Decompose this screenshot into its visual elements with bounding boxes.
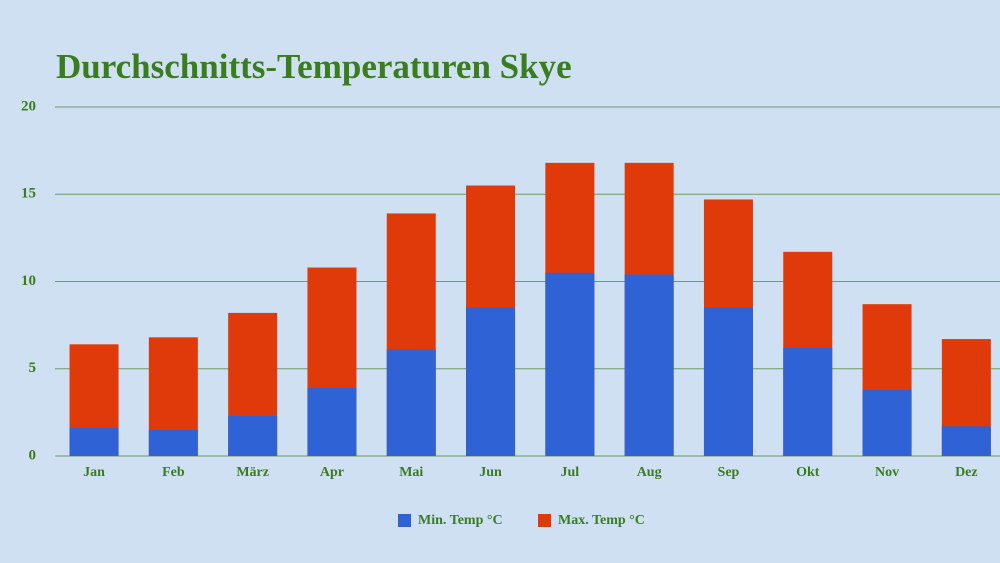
x-tick-label: Feb — [162, 465, 185, 480]
y-tick-label: 0 — [29, 447, 37, 463]
x-tick-label: Apr — [320, 465, 344, 480]
y-tick-label: 20 — [21, 98, 36, 114]
bar — [783, 347, 833, 456]
y-tick-label: 10 — [21, 273, 36, 289]
x-tick-label: Sep — [718, 465, 740, 480]
bar — [545, 272, 595, 456]
bar — [703, 307, 753, 456]
legend-label: Max. Temp °C — [558, 513, 645, 528]
legend-swatch — [538, 514, 551, 527]
bar — [466, 307, 516, 456]
bar — [148, 429, 198, 456]
x-tick-label: Dez — [955, 465, 978, 480]
bar — [862, 389, 912, 456]
x-tick-label: März — [236, 465, 269, 480]
bar — [228, 415, 278, 456]
y-tick-label: 5 — [29, 360, 37, 376]
legend-label: Min. Temp °C — [418, 513, 503, 528]
bar — [69, 428, 119, 456]
bar — [386, 349, 436, 456]
x-tick-label: Nov — [875, 465, 899, 480]
bar — [307, 387, 357, 456]
x-tick-label: Aug — [637, 465, 662, 480]
x-tick-label: Jan — [83, 465, 105, 480]
y-tick-label: 15 — [21, 186, 36, 202]
x-tick-label: Okt — [796, 465, 820, 480]
bar — [624, 274, 674, 456]
chart-title: Durchschnitts-Temperaturen Skye — [56, 47, 572, 86]
bar — [941, 426, 991, 456]
x-tick-label: Jul — [561, 465, 580, 480]
x-tick-label: Mai — [399, 465, 423, 480]
legend-swatch — [398, 514, 411, 527]
x-tick-label: Jun — [479, 465, 502, 480]
